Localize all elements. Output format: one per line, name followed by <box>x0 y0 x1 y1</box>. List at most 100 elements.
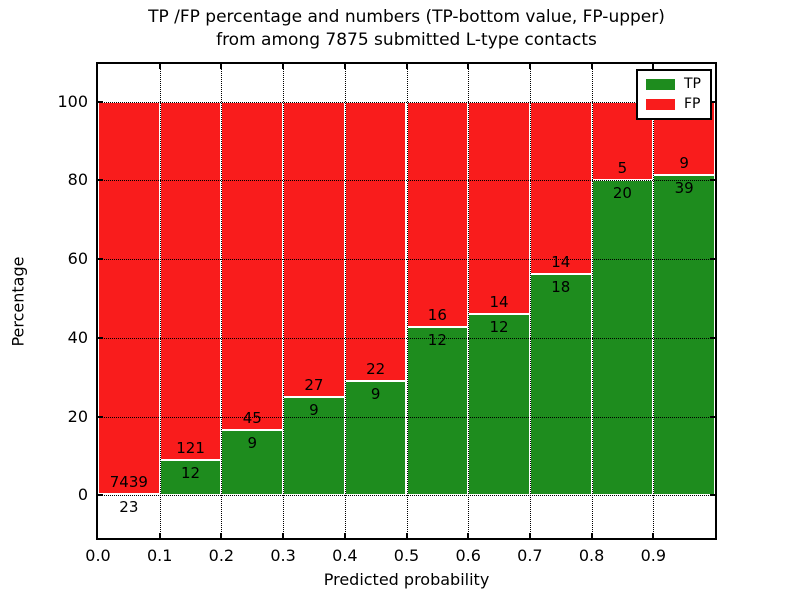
plot-canvas: 7439 23 121 12 45 9 27 9 22 9 16 12 14 12 14 18 5 20 9 39 <box>98 64 715 538</box>
tick-mark <box>710 336 715 339</box>
tick-mark <box>98 100 103 103</box>
bar-count-label-fp: 14 <box>489 292 509 311</box>
tick-mark <box>98 415 103 418</box>
tick-mark <box>652 64 655 69</box>
bar-segment-tp <box>159 459 222 496</box>
tp-color-swatch <box>646 79 675 90</box>
bar-segment-tp <box>468 313 530 496</box>
bar-count-label-fp: 121 <box>176 438 205 457</box>
bar-segment-tp <box>529 273 592 496</box>
x-tick-label: 0.2 <box>208 546 235 565</box>
tick-mark <box>405 64 408 69</box>
x-tick-label: 0.6 <box>455 546 481 565</box>
y-tick-label: 80 <box>67 170 88 190</box>
x-tick-label: 0.3 <box>270 546 296 565</box>
bar-count-label-tp: 12 <box>489 317 509 336</box>
bar-segment-fp <box>283 101 345 397</box>
plot-area: 7439 23 121 12 45 9 27 9 22 9 16 12 14 12 14 18 5 20 9 39 T… <box>96 62 717 540</box>
x-tick-label: 0.7 <box>517 546 543 565</box>
tick-mark <box>710 179 715 182</box>
x-tick-label: 0.1 <box>146 546 173 565</box>
gridline-vertical <box>591 64 593 538</box>
bar-count-label-tp: 9 <box>247 433 258 452</box>
bar-segment-tp <box>406 326 469 496</box>
tick-mark <box>282 64 285 69</box>
chart-title: TP /FP percentage and numbers (TP-bottom… <box>96 6 717 52</box>
tick-mark <box>710 415 715 418</box>
tick-mark <box>98 494 103 497</box>
tick-mark <box>98 336 103 339</box>
bar-segment-fp <box>98 101 160 495</box>
tick-mark <box>528 64 531 69</box>
gridline-vertical <box>406 64 408 538</box>
x-tick-label: 0.4 <box>332 546 358 565</box>
tick-mark <box>405 533 408 538</box>
tick-mark <box>710 258 715 261</box>
bar-count-label-tp: 23 <box>119 498 139 517</box>
bar-segment-tp <box>653 175 715 496</box>
gridline-vertical <box>283 64 285 538</box>
tick-mark <box>467 64 470 69</box>
bar-count-label-fp: 9 <box>679 154 689 173</box>
legend-item-fp: FP <box>646 96 701 113</box>
bar-segment-fp <box>221 101 284 430</box>
tick-mark <box>343 64 346 69</box>
bar-count-label-fp: 27 <box>304 375 324 394</box>
tick-mark <box>158 64 161 69</box>
chart-title-line1: TP /FP percentage and numbers (TP-bottom… <box>148 7 665 27</box>
tick-mark <box>652 533 655 538</box>
bar-segment-tp <box>591 180 654 496</box>
gridline-vertical <box>344 64 346 538</box>
bar-segment-tp <box>283 396 345 496</box>
gridline-vertical <box>653 64 655 538</box>
y-tick-label: 60 <box>67 249 88 269</box>
tick-mark <box>590 533 593 538</box>
gridline-vertical <box>159 64 161 538</box>
tick-mark <box>220 64 223 69</box>
tick-mark <box>467 533 470 538</box>
bar-count-label-fp: 45 <box>242 408 262 427</box>
bar-count-label-tp: 39 <box>674 179 694 198</box>
chart-title-line2: from among 7875 submitted L-type contact… <box>216 30 597 50</box>
bar-segment-fp <box>344 101 407 382</box>
bar-segment-fp <box>406 101 469 327</box>
tick-mark <box>710 100 715 103</box>
legend-label-tp: TP <box>684 76 701 92</box>
y-axis-label: Percentage <box>8 256 28 347</box>
bar-count-label-tp: 12 <box>427 330 447 349</box>
bar-count-label-fp: 14 <box>551 252 571 271</box>
tick-mark <box>98 258 103 261</box>
y-tick-label: 20 <box>67 406 88 426</box>
x-axis-label: Predicted probability <box>323 570 490 589</box>
gridline-vertical <box>468 64 470 538</box>
bar-segment-tp <box>344 381 407 496</box>
tick-mark <box>158 533 161 538</box>
tick-mark <box>590 64 593 69</box>
y-tick-label: 40 <box>67 327 88 347</box>
bar-segment-fp <box>159 101 222 460</box>
tick-mark <box>282 533 285 538</box>
bar-count-label-fp: 16 <box>427 305 447 324</box>
bar-count-label-tp: 9 <box>370 385 381 404</box>
gridline-vertical <box>529 64 531 538</box>
bar-count-label-tp: 9 <box>309 400 319 419</box>
bar-count-label-fp: 22 <box>366 360 386 379</box>
y-tick-label: 100 <box>57 91 88 111</box>
bar-count-label-tp: 20 <box>612 184 632 203</box>
x-tick-label: 0.0 <box>85 546 111 565</box>
legend-item-tp: TP <box>646 76 701 93</box>
bar-segment-fp <box>468 101 530 314</box>
gridline-vertical <box>221 64 223 538</box>
bar-count-label-tp: 18 <box>551 277 571 296</box>
bar-count-label-tp: 12 <box>181 463 201 482</box>
x-tick-label: 0.5 <box>393 546 420 565</box>
tick-mark <box>710 494 715 497</box>
tick-mark <box>528 533 531 538</box>
bar-segment-fp <box>529 101 592 274</box>
legend-label-fp: FP <box>684 96 701 112</box>
bar-count-label-fp: 7439 <box>109 473 148 492</box>
tick-mark <box>98 179 103 182</box>
x-tick-label: 0.8 <box>578 546 605 565</box>
x-tick-label: 0.9 <box>640 546 667 565</box>
